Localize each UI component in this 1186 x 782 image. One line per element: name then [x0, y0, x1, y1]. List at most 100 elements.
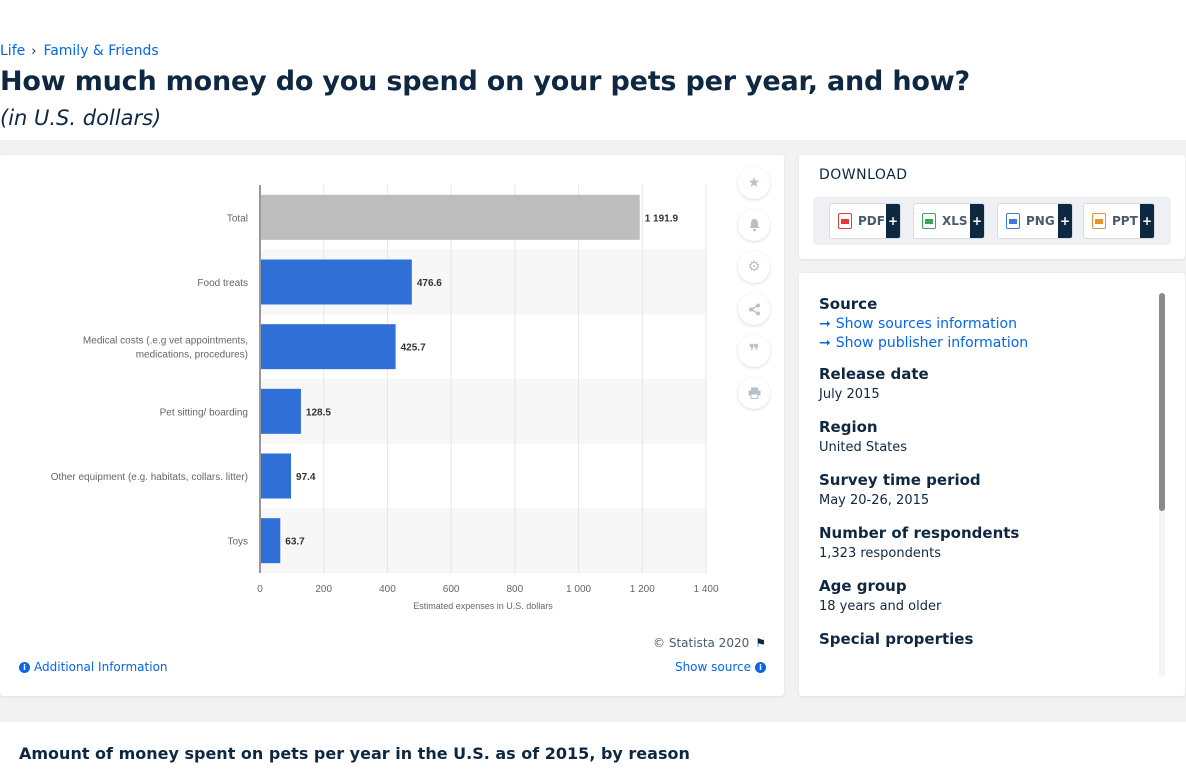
x-tick-label: 1 200 — [630, 584, 655, 595]
category-label-line: Total — [227, 213, 248, 224]
download-pdf-button[interactable]: PDF + — [829, 203, 901, 239]
xls-file-icon — [922, 213, 936, 229]
additional-information-label: Additional Information — [34, 660, 168, 674]
release-date-heading: Release date — [819, 365, 929, 383]
download-pdf-label: PDF — [858, 214, 885, 228]
cite-button[interactable]: ❞ — [738, 335, 770, 367]
show-source-link[interactable]: Show source i — [675, 660, 766, 674]
gear-icon: ⚙ — [747, 259, 761, 275]
respondents-heading: Number of respondents — [819, 524, 1020, 542]
category-label-line: Pet sitting/ boarding — [160, 407, 248, 418]
statistic-details-card: Source ➞ Show sources information ➞ Show… — [799, 273, 1185, 696]
show-source-label: Show source — [674, 660, 751, 674]
related-statistic-card: Amount of money spent on pets per year i… — [0, 722, 1186, 782]
related-statistic-title: Amount of money spent on pets per year i… — [19, 744, 690, 763]
breadcrumb-separator: › — [31, 43, 37, 59]
plus-icon: + — [1058, 204, 1072, 238]
x-tick-label: 400 — [379, 584, 396, 595]
print-button[interactable] — [738, 377, 770, 409]
category-label-line: Other equipment (e.g. habitats, collars.… — [51, 472, 248, 483]
star-icon: ★ — [747, 175, 761, 191]
download-png-label: PNG — [1026, 214, 1055, 228]
chart-tools: ★ ⚙ ❞ — [738, 167, 772, 419]
category-label-line: Medical costs (.e.g vet appointments, — [83, 336, 248, 347]
arrow-right-icon: ➞ — [819, 335, 831, 351]
release-date-value: July 2015 — [819, 387, 880, 402]
download-card: DOWNLOAD PDF + XLS + PNG + PPT + — [799, 155, 1185, 259]
chart-band — [260, 379, 706, 444]
page-title: How much money do you spend on your pets… — [0, 66, 970, 97]
share-icon — [748, 303, 760, 315]
survey-period-value: May 20-26, 2015 — [819, 493, 930, 508]
page-subtitle: (in U.S. dollars) — [0, 106, 162, 130]
category-label: Total — [227, 213, 248, 224]
region-heading: Region — [819, 418, 878, 436]
survey-period-heading: Survey time period — [819, 471, 981, 489]
chart-card: 0 200 400 600 800 1 000 1 200 1 400 Estimated ex… — [0, 155, 784, 696]
download-ppt-label: PPT — [1112, 214, 1138, 228]
category-label: Toys — [227, 537, 248, 548]
category-label: Food treats — [197, 278, 248, 289]
header-band — [0, 0, 1186, 140]
scrollbar-thumb[interactable] — [1159, 293, 1165, 511]
settings-button[interactable]: ⚙ — [738, 251, 770, 283]
x-tick-label: 1 000 — [566, 584, 591, 595]
ppt-file-icon — [1092, 213, 1106, 229]
category-label-line: medications, procedures) — [136, 350, 248, 361]
data-label: 425.7 — [401, 343, 426, 354]
x-tick-label: 600 — [443, 584, 460, 595]
info-icon: i — [19, 661, 30, 673]
show-publisher-link[interactable]: ➞ Show publisher information — [819, 335, 1149, 351]
data-label: 63.7 — [285, 537, 305, 548]
bar — [261, 453, 292, 499]
favorite-button[interactable]: ★ — [738, 167, 770, 199]
quote-icon: ❞ — [748, 340, 760, 362]
bar — [261, 194, 640, 240]
bar — [261, 388, 301, 434]
plus-icon: + — [886, 204, 900, 238]
x-tick-label: 1 400 — [693, 584, 718, 595]
category-label-line: Food treats — [197, 278, 248, 289]
notification-button[interactable] — [738, 209, 770, 241]
data-label: 97.4 — [296, 472, 316, 483]
source-heading: Source — [819, 295, 878, 313]
data-label: 476.6 — [417, 278, 442, 289]
statistic-details: Source ➞ Show sources information ➞ Show… — [819, 295, 1149, 648]
bell-icon — [749, 219, 759, 232]
download-title: DOWNLOAD — [819, 167, 908, 183]
breadcrumb: Life › Family & Friends — [0, 43, 159, 59]
download-xls-label: XLS — [942, 214, 968, 228]
breadcrumb-family-link[interactable]: Family & Friends — [43, 43, 159, 59]
show-sources-label: Show sources information — [835, 316, 1017, 332]
png-file-icon — [1006, 213, 1020, 229]
x-tick-label: 800 — [507, 584, 524, 595]
data-label: 128.5 — [306, 407, 331, 418]
bar — [261, 259, 412, 305]
plus-icon: + — [1140, 204, 1154, 238]
arrow-right-icon: ➞ — [819, 316, 831, 332]
data-label: 1 191.9 — [645, 213, 679, 224]
plus-icon: + — [970, 204, 984, 238]
chart-copyright: © Statista 2020 ⚑ — [653, 636, 766, 650]
share-button[interactable] — [738, 293, 770, 325]
category-label: Medical costs (.e.g vet appointments, med… — [83, 336, 248, 361]
additional-information-link[interactable]: i Additional Information — [19, 660, 168, 674]
respondents-value: 1,323 respondents — [819, 546, 941, 561]
age-group-heading: Age group — [819, 577, 907, 595]
copyright-text: © Statista 2020 — [653, 636, 750, 650]
x-axis-title: Estimated expenses in U.S. dollars — [413, 601, 553, 611]
download-ppt-button[interactable]: PPT + — [1083, 203, 1155, 239]
region-value: United States — [819, 440, 908, 455]
category-label: Other equipment (e.g. habitats, collars.… — [51, 472, 248, 483]
info-icon: i — [755, 661, 766, 673]
flag-icon[interactable]: ⚑ — [755, 636, 766, 650]
bar — [261, 518, 281, 564]
download-buttons: PDF + XLS + PNG + PPT + — [813, 197, 1171, 245]
download-png-button[interactable]: PNG + — [997, 203, 1073, 239]
category-label-line: Toys — [227, 537, 248, 548]
breadcrumb-life-link[interactable]: Life — [0, 43, 26, 59]
download-xls-button[interactable]: XLS + — [913, 203, 985, 239]
bar-chart: 0 200 400 600 800 1 000 1 200 1 400 Estimated ex… — [51, 185, 719, 611]
special-properties-heading: Special properties — [819, 630, 974, 648]
show-sources-link[interactable]: ➞ Show sources information — [819, 316, 1149, 332]
